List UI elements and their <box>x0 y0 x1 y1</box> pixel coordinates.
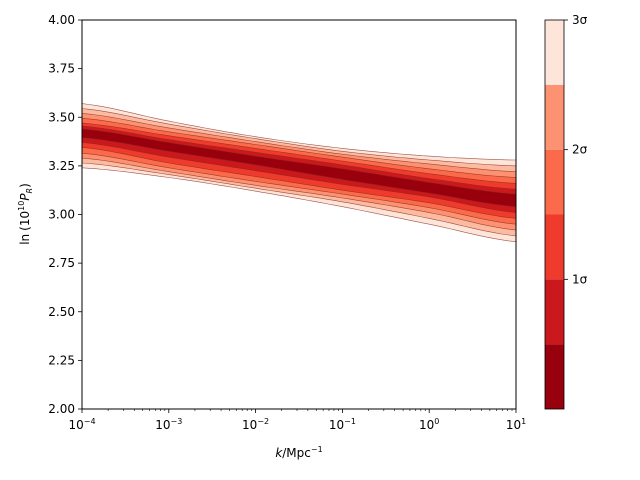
contour-6-upper <box>82 128 516 195</box>
colorbar-segment-top <box>545 20 564 85</box>
colorbar-tick-label-2: 3σ <box>572 13 588 27</box>
y-tick-label-8: 4.00 <box>48 13 75 27</box>
contour-5-upper <box>82 125 516 190</box>
y-tick-label-1: 2.25 <box>48 353 75 367</box>
x-axis-ticks: 10−4 10−3 10−2 10−1 100 101 <box>68 409 526 432</box>
x-tick-label-1: 10−3 <box>155 417 182 432</box>
contour-4-lower <box>82 147 516 219</box>
y-axis-ticks: 2.00 2.25 2.50 2.75 3.00 3.25 3.50 3.75 4.00 <box>48 13 82 416</box>
x-tick-label-5: 101 <box>506 417 526 432</box>
y-tick-label-7: 3.75 <box>48 62 75 76</box>
y-tick-label-3: 2.75 <box>48 256 75 270</box>
x-tick-label-3: 10−1 <box>329 417 356 432</box>
y-tick-label-0: 2.00 <box>48 402 75 416</box>
colorbar: 1σ 2σ 3σ <box>544 13 588 410</box>
colorbar-tick-label-0: 1σ <box>572 272 588 286</box>
x-axis-label: k/Mpc−1 <box>275 445 322 460</box>
band-6 <box>82 128 516 207</box>
x-tick-label-4: 100 <box>419 417 439 432</box>
contour-1-upper <box>82 108 516 167</box>
x-tick-label-0: 10−4 <box>68 417 95 432</box>
colorbar-segment-2 <box>545 214 564 280</box>
contour-4-upper <box>82 122 516 184</box>
contour-6-lower <box>82 137 516 207</box>
x-tick-label-2: 10−2 <box>242 417 269 432</box>
colorbar-segment-4 <box>545 84 564 150</box>
contour-2-upper <box>82 113 516 172</box>
y-tick-label-6: 3.50 <box>48 110 75 124</box>
colorbar-segment-3 <box>545 149 564 215</box>
contour-3-upper <box>82 117 516 178</box>
contour-3-lower <box>82 152 516 225</box>
y-tick-label-4: 3.00 <box>48 208 75 222</box>
y-tick-label-5: 3.25 <box>48 159 75 173</box>
colorbar-segment-0 <box>545 344 564 409</box>
y-axis-label: ln(1010PR) <box>17 183 34 245</box>
contour-5-lower <box>82 142 516 213</box>
colorbar-segment-1 <box>545 279 564 345</box>
median-line <box>82 132 516 202</box>
contour-1-lower <box>82 162 516 237</box>
confidence-bands <box>82 103 516 242</box>
contour-lines <box>82 103 516 242</box>
colorbar-frame <box>544 19 565 410</box>
contour-2-lower <box>82 157 516 231</box>
y-tick-label-2: 2.50 <box>48 305 75 319</box>
contour-0-lower <box>82 167 516 242</box>
colorbar-tick-label-1: 2σ <box>572 143 588 157</box>
contour-0-upper <box>82 103 516 161</box>
